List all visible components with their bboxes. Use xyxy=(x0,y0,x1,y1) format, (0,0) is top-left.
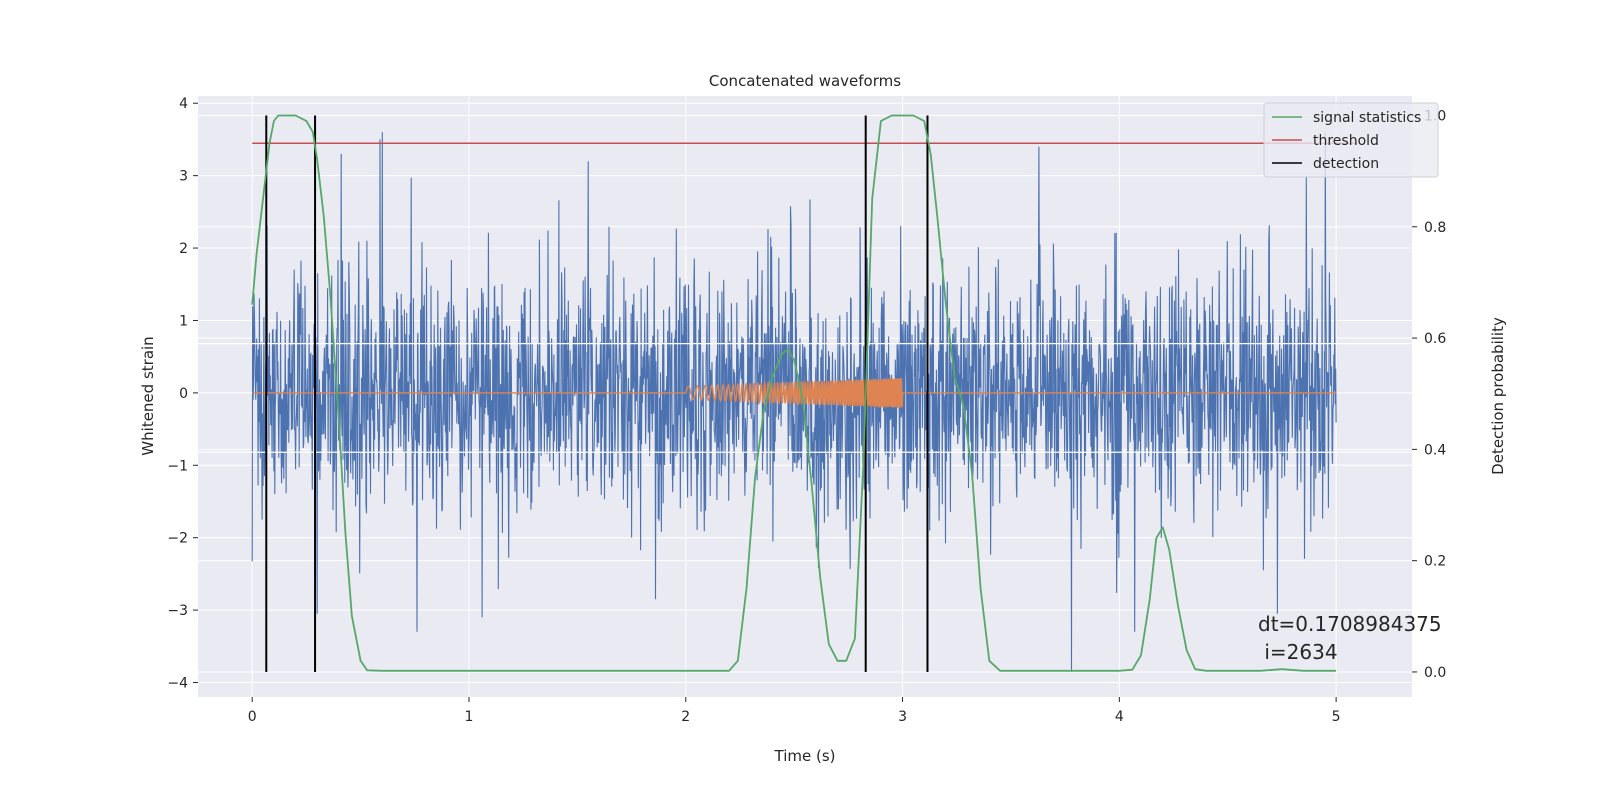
y2-tick-label: 0.8 xyxy=(1424,220,1446,236)
x-tick-label: 2 xyxy=(681,709,690,725)
y2-tick-label: 0.0 xyxy=(1424,665,1446,681)
y-tick-label: 4 xyxy=(179,96,188,112)
y2-tick-label: 0.6 xyxy=(1424,331,1446,347)
legend-box xyxy=(1263,102,1439,178)
series-strain-line xyxy=(251,132,1337,672)
x-tick-label: 5 xyxy=(1332,709,1341,725)
legend: signal statistics threshold detection xyxy=(1263,102,1439,178)
legend-label-detection: detection xyxy=(1313,156,1379,172)
y-tick-label: 0 xyxy=(179,386,188,402)
series-signal-statistics-line xyxy=(251,114,1337,672)
y-axis-title: Whitened strain xyxy=(139,336,157,455)
y-tick-label: 2 xyxy=(179,241,188,257)
x-axis-title: Time (s) xyxy=(774,747,836,765)
annotation-dt: dt=0.1708984375 xyxy=(1258,612,1442,636)
x-tick-label: 1 xyxy=(465,709,474,725)
annotation-index: i=2634 xyxy=(1258,640,1338,664)
x-tick-label: 4 xyxy=(1115,709,1124,725)
y-tick-label: 3 xyxy=(179,169,188,185)
x-tick-label: 3 xyxy=(898,709,907,725)
y2-axis-title: Detection probability xyxy=(1489,317,1507,475)
legend-label-signal-statistics: signal statistics xyxy=(1313,110,1421,126)
y2-tick-label: 0.2 xyxy=(1424,554,1446,570)
y2-tick-label: 0.4 xyxy=(1424,442,1446,458)
legend-label-threshold: threshold xyxy=(1313,133,1379,149)
y-tick-label: −1 xyxy=(167,458,188,474)
y-tick-label: −2 xyxy=(167,531,188,547)
y-tick-label: −3 xyxy=(167,603,188,619)
y-tick-label: 1 xyxy=(179,313,188,329)
x-tick-label: 0 xyxy=(248,709,257,725)
chart-title: Concatenated waveforms xyxy=(709,72,901,90)
series-layer xyxy=(198,114,1412,672)
y-tick-label: −4 xyxy=(167,676,188,692)
